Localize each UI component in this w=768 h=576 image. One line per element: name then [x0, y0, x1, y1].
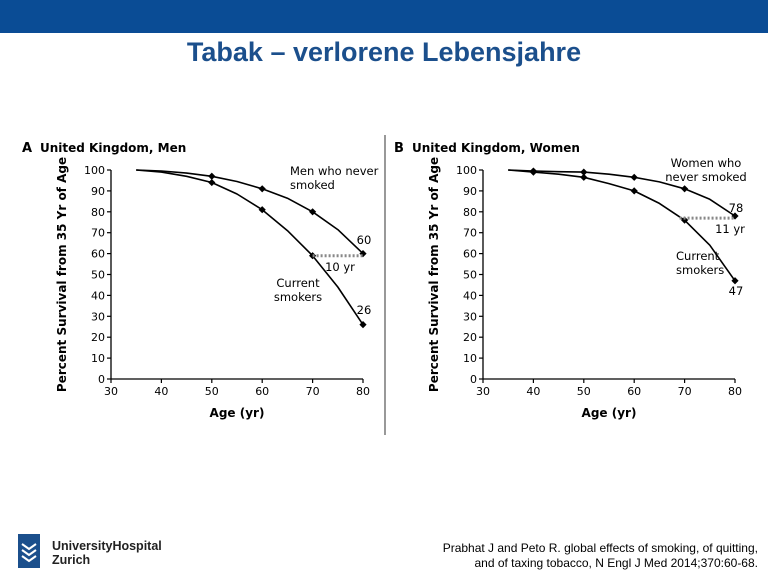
x-tick-label: 80 — [728, 385, 742, 398]
x-tick-label: 60 — [255, 385, 269, 398]
y-tick-label: 80 — [463, 206, 477, 219]
x-tick-label: 60 — [627, 385, 641, 398]
y-axis-title: Percent Survival from 35 Yr of Age — [427, 157, 441, 392]
logo-line-2: Zurich — [52, 553, 91, 567]
series-1-point — [258, 185, 266, 193]
y-tick-label: 50 — [91, 269, 105, 282]
y-tick-label: 10 — [91, 352, 105, 365]
panel-title: United Kingdom, Women — [412, 141, 580, 155]
university-hospital-logo: UniversityHospital Zurich — [18, 534, 168, 572]
x-tick-label: 50 — [577, 385, 591, 398]
logo-line-1: UniversityHospital — [52, 539, 162, 553]
series-label-1: never smoked — [665, 170, 746, 184]
series-label-1: Women who — [671, 156, 742, 170]
smokers-end-label: 47 — [729, 284, 744, 298]
y-tick-label: 100 — [84, 164, 105, 177]
series-1-point — [208, 172, 216, 180]
series-1-point — [580, 168, 588, 176]
series-1-point — [309, 208, 317, 216]
y-tick-label: 60 — [463, 248, 477, 261]
x-axis-title: Age (yr) — [210, 406, 265, 420]
citation: Prabhat J and Peto R. global effects of … — [443, 541, 758, 571]
series-1-point — [630, 173, 638, 181]
x-axis-title: Age (yr) — [582, 406, 637, 420]
y-tick-label: 90 — [91, 185, 105, 198]
y-axis-title: Percent Survival from 35 Yr of Age — [55, 157, 69, 392]
panel-letter: B — [394, 141, 404, 156]
panel-letter: A — [22, 141, 32, 156]
series-label-2: Current — [676, 249, 720, 263]
survival-charts-svg: A United Kingdom, Men 0 10 20 30 40 50 60 70 80 90 1… — [22, 135, 747, 435]
series-line-1 — [508, 169, 736, 217]
y-tick-label: 90 — [463, 185, 477, 198]
y-tick-label: 30 — [91, 310, 105, 323]
logo-text: UniversityHospital Zurich — [52, 539, 162, 567]
citation-line-1: Prabhat J and Peto R. global effects of … — [442, 541, 758, 555]
x-tick-label: 30 — [104, 385, 118, 398]
x-tick-label: 50 — [205, 385, 219, 398]
series-label-2: Current — [276, 276, 320, 290]
x-tick-label: 70 — [306, 385, 320, 398]
slide-title: Tabak – verlorene Lebensjahre — [186, 37, 582, 67]
y-tick-label: 0 — [470, 373, 477, 386]
y-tick-label: 70 — [463, 227, 477, 240]
years-lost-label: 10 yr — [325, 260, 355, 274]
y-tick-label: 50 — [463, 269, 477, 282]
series-line-2 — [136, 169, 364, 326]
logo-mark-icon — [18, 534, 40, 568]
series-label-2: smokers — [676, 263, 724, 277]
y-tick-label: 100 — [456, 164, 477, 177]
series-label-1: Men who never — [290, 164, 379, 178]
never-smoked-end-label: 78 — [729, 201, 744, 215]
series-2-point — [580, 173, 588, 181]
series-2-point — [258, 206, 266, 214]
y-tick-label: 0 — [98, 373, 105, 386]
y-tick-label: 80 — [91, 206, 105, 219]
y-tick-label: 60 — [91, 248, 105, 261]
series-2-point — [630, 187, 638, 195]
never-smoked-end-label: 60 — [357, 233, 372, 247]
y-tick-label: 30 — [463, 310, 477, 323]
series-1-point — [681, 185, 689, 193]
y-tick-label: 40 — [91, 289, 105, 302]
years-lost-label: 11 yr — [715, 222, 745, 236]
series-2-point — [208, 178, 216, 187]
x-tick-label: 80 — [356, 385, 370, 398]
y-tick-label: 70 — [91, 227, 105, 240]
y-tick-label: 20 — [463, 331, 477, 344]
series-label-1: smoked — [290, 178, 335, 192]
x-tick-label: 40 — [154, 385, 168, 398]
y-tick-label: 20 — [91, 331, 105, 344]
series-line-1 — [136, 169, 364, 255]
chart-panel-B: B United Kingdom, Women 0 10 20 30 40 50 60 70 80 9… — [394, 141, 747, 420]
series-line-2 — [508, 169, 736, 282]
y-tick-label: 40 — [463, 289, 477, 302]
citation-line-2: and of taxing tobacco, N Engl J Med 2014… — [474, 556, 758, 570]
series-2-point — [529, 168, 537, 176]
series-2-point — [681, 216, 689, 224]
x-tick-label: 40 — [526, 385, 540, 398]
x-tick-label: 70 — [678, 385, 692, 398]
chart-panel-A: A United Kingdom, Men 0 10 20 30 40 50 60 70 80 90 1… — [22, 141, 379, 420]
top-banner — [0, 0, 768, 33]
y-tick-label: 10 — [463, 352, 477, 365]
survival-figure: A United Kingdom, Men 0 10 20 30 40 50 60 70 80 90 1… — [18, 130, 758, 440]
panel-title: United Kingdom, Men — [40, 141, 186, 155]
smokers-end-label: 26 — [357, 303, 372, 317]
x-tick-label: 30 — [476, 385, 490, 398]
series-label-2: smokers — [274, 290, 322, 304]
